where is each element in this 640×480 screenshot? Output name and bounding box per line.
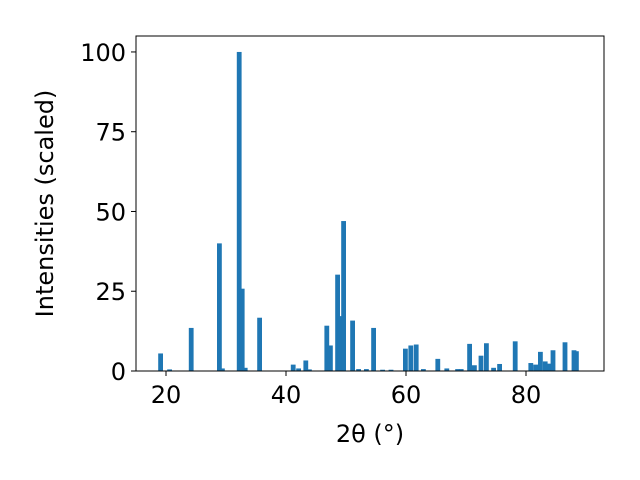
bar [533,364,538,371]
bar [538,351,543,371]
bar [239,288,245,371]
bar [444,368,450,371]
bar [220,368,225,371]
bar [257,317,262,371]
bar [296,368,301,371]
bar [491,367,496,371]
y-tick-label: 100 [80,39,126,67]
bar [290,364,296,371]
bar [403,348,408,371]
bar [364,369,369,371]
bar [408,345,414,371]
bar [413,344,419,371]
bar [484,343,489,371]
bar [388,369,394,371]
bar [217,243,222,371]
bar [542,361,548,371]
bar [341,221,346,371]
bar [380,369,385,371]
bar [550,350,556,371]
bar [421,369,426,371]
x-axis-label: 2θ (°) [336,420,404,448]
bar [167,369,172,371]
bar [455,369,460,371]
bar [472,365,477,371]
bar [547,363,552,371]
bar [562,342,568,371]
bar [528,363,534,371]
bar [435,358,441,371]
bar [458,369,464,371]
y-tick-label: 25 [95,278,126,306]
bar [303,360,309,371]
bar [236,51,242,371]
bar [512,341,518,371]
axes-frame [135,35,605,372]
y-axis-label: Intensities (scaled) [31,90,59,318]
bar [574,351,579,371]
bar [307,369,312,371]
x-tick-label: 80 [511,381,542,409]
y-ticks: 0 25 50 75 100 [80,39,136,386]
y-tick-label: 75 [95,119,126,147]
bar [324,325,330,371]
bar [478,355,484,371]
bar [158,353,163,371]
x-ticks: 20 40 60 80 [151,371,542,409]
bar [242,367,248,371]
y-tick-label: 0 [111,358,126,386]
bar [188,327,194,371]
bar [350,320,355,371]
bar [356,369,361,371]
y-tick-label: 50 [95,198,126,226]
bars-layer [158,51,579,371]
bar [467,343,472,371]
bar [328,345,333,371]
x-tick-label: 60 [391,381,422,409]
bar [337,316,343,371]
bar [497,363,502,371]
bar [371,327,376,371]
x-tick-label: 20 [151,381,182,409]
x-tick-label: 40 [271,381,302,409]
